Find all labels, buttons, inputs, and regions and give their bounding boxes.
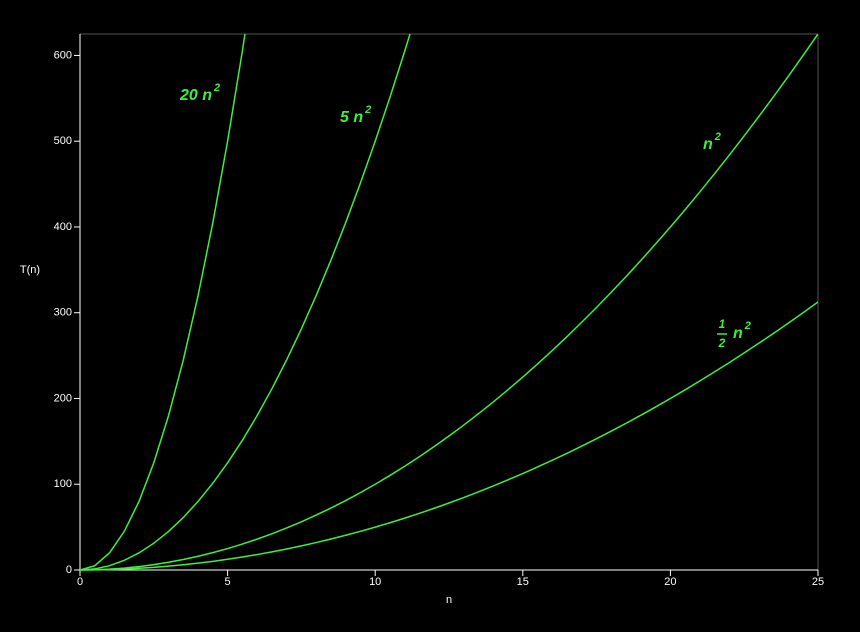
y-tick-label: 500 bbox=[54, 135, 72, 147]
x-tick-label: 20 bbox=[664, 576, 676, 588]
x-tick-label: 5 bbox=[225, 576, 231, 588]
y-axis-label: T(n) bbox=[20, 264, 40, 276]
annotation-superscript: 2 bbox=[744, 320, 751, 332]
x-tick-label: 25 bbox=[812, 576, 824, 588]
y-tick-label: 100 bbox=[54, 478, 72, 490]
plot-area bbox=[80, 34, 818, 571]
annotation-numerator: 1 bbox=[719, 317, 726, 331]
curve bbox=[80, 34, 246, 571]
y-tick-label: 600 bbox=[54, 49, 72, 61]
annotation-superscript: 2 bbox=[364, 104, 371, 116]
x-tick-label: 0 bbox=[77, 576, 83, 588]
annotation-denominator: 2 bbox=[718, 336, 726, 350]
y-tick-label: 200 bbox=[54, 392, 72, 404]
x-tick-label: 10 bbox=[369, 576, 381, 588]
annotation-superscript: 2 bbox=[714, 131, 721, 143]
y-tick-label: 0 bbox=[66, 564, 72, 576]
annotation: n bbox=[733, 325, 743, 342]
curve bbox=[80, 34, 818, 571]
annotation: 20 n bbox=[179, 87, 212, 104]
annotation: n bbox=[703, 136, 713, 153]
x-axis-label: n bbox=[446, 594, 452, 606]
y-tick-label: 400 bbox=[54, 221, 72, 233]
x-tick-label: 15 bbox=[517, 576, 529, 588]
annotation: 5 n bbox=[340, 109, 363, 126]
y-tick-label: 300 bbox=[54, 307, 72, 319]
annotation-superscript: 2 bbox=[213, 82, 220, 94]
curve bbox=[80, 301, 818, 571]
curve bbox=[80, 34, 411, 571]
